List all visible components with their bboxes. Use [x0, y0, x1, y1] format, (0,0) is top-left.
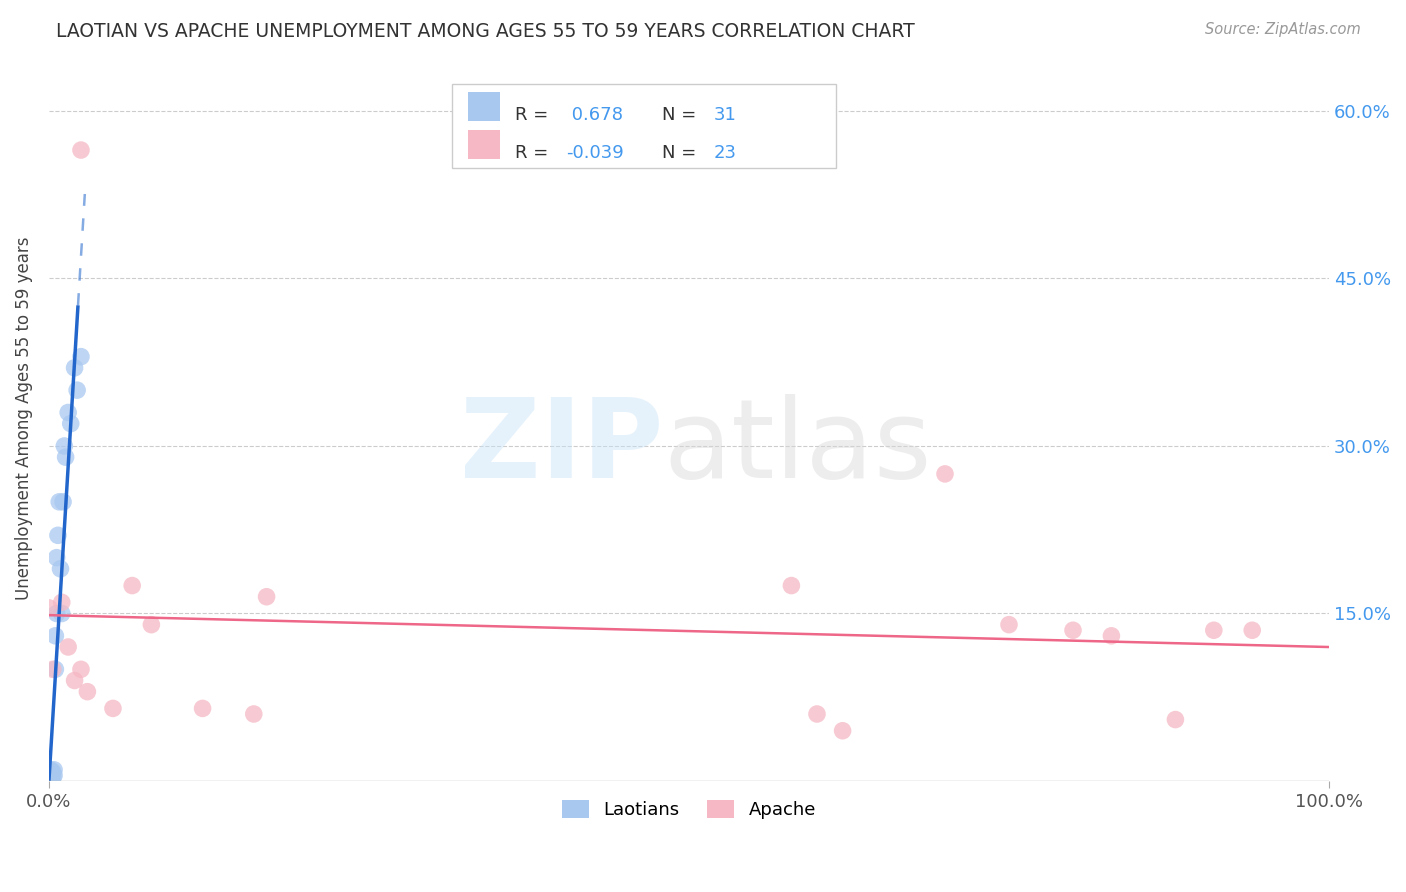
Text: N =: N = [662, 145, 702, 162]
Point [39, 767, 62, 781]
Bar [468, 92, 499, 121]
Point [42, 662, 65, 676]
Point [1164, 713, 1187, 727]
Point [45, 607, 67, 621]
Point [41, 764, 63, 778]
Point [998, 617, 1021, 632]
Point [44, 662, 66, 676]
Point [38, 772, 60, 786]
Text: 0.678: 0.678 [567, 106, 623, 124]
Point [934, 467, 956, 481]
Point [242, 706, 264, 721]
Text: Source: ZipAtlas.com: Source: ZipAtlas.com [1205, 22, 1361, 37]
FancyBboxPatch shape [453, 84, 837, 168]
Point [41, 768, 63, 782]
Point [55, 450, 77, 465]
Point [66, 383, 89, 397]
Point [70, 350, 93, 364]
Point [49, 562, 72, 576]
Text: LAOTIAN VS APACHE UNEMPLOYMENT AMONG AGES 55 TO 59 YEARS CORRELATION CHART: LAOTIAN VS APACHE UNEMPLOYMENT AMONG AGE… [56, 22, 915, 41]
Point [806, 706, 828, 721]
Point [53, 439, 76, 453]
Point [51, 607, 73, 621]
Point [38, 770, 60, 784]
Point [48, 495, 70, 509]
Point [121, 578, 143, 592]
Point [42, 763, 65, 777]
Point [42, 765, 65, 780]
Point [780, 578, 803, 592]
Point [191, 701, 214, 715]
Point [42, 771, 65, 785]
Point [51, 595, 73, 609]
Point [256, 590, 278, 604]
Point [1202, 624, 1225, 638]
Point [70, 662, 93, 676]
Point [59, 417, 82, 431]
Point [56, 640, 79, 654]
Text: -0.039: -0.039 [567, 145, 624, 162]
Point [56, 405, 79, 419]
Point [1062, 624, 1084, 638]
Point [44, 629, 66, 643]
Text: R =: R = [515, 106, 554, 124]
Point [52, 495, 75, 509]
Point [38, 601, 60, 615]
Point [1241, 624, 1264, 638]
Text: ZIP: ZIP [460, 393, 664, 500]
Point [1099, 629, 1122, 643]
Point [45, 550, 67, 565]
Point [76, 684, 98, 698]
Text: R =: R = [515, 145, 554, 162]
Point [141, 617, 163, 632]
Legend: Laotians, Apache: Laotians, Apache [555, 793, 823, 826]
Y-axis label: Unemployment Among Ages 55 to 59 years: Unemployment Among Ages 55 to 59 years [15, 236, 32, 599]
Point [39, 774, 62, 789]
Bar [468, 130, 499, 159]
Point [42, 768, 65, 782]
Point [63, 673, 86, 688]
Point [63, 360, 86, 375]
Point [101, 701, 124, 715]
Point [39, 763, 62, 777]
Text: 31: 31 [713, 106, 737, 124]
Point [46, 528, 69, 542]
Point [38, 774, 60, 789]
Point [831, 723, 853, 738]
Point [39, 771, 62, 785]
Text: 23: 23 [713, 145, 737, 162]
Point [70, 143, 93, 157]
Text: atlas: atlas [664, 393, 932, 500]
Text: N =: N = [662, 106, 702, 124]
Point [41, 774, 63, 789]
Point [38, 766, 60, 780]
